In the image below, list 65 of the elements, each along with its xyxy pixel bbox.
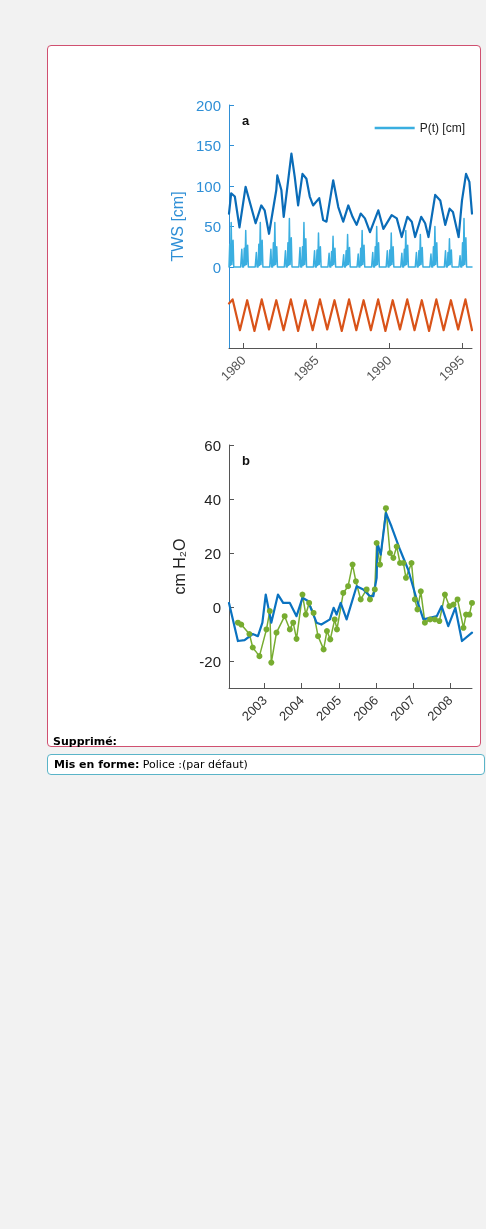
point — [246, 631, 253, 637]
point — [256, 653, 263, 660]
text: b — [242, 453, 250, 468]
y-tick-label: 40 — [204, 490, 221, 508]
point — [414, 606, 421, 613]
point — [293, 635, 300, 642]
y-tick-label: 100 — [195, 177, 221, 195]
point — [345, 583, 352, 590]
point — [382, 505, 389, 512]
point — [333, 626, 340, 633]
point — [371, 586, 378, 593]
y-tick-label: 0 — [212, 598, 221, 616]
y-axis-title: TWS [cm] — [168, 191, 186, 262]
point — [450, 601, 457, 608]
point — [460, 624, 467, 631]
point — [387, 550, 394, 556]
point — [290, 619, 297, 626]
point — [377, 561, 383, 568]
point — [302, 611, 309, 618]
y-tick-label: 20 — [204, 544, 221, 562]
point — [281, 613, 288, 620]
point — [315, 633, 322, 640]
point — [238, 621, 245, 628]
point — [263, 626, 270, 633]
point — [390, 554, 397, 561]
y-tick-label: 0 — [212, 258, 221, 276]
line-series — [227, 511, 474, 643]
y-axis-title: cm H₂O — [170, 538, 188, 595]
point — [417, 588, 424, 595]
point — [436, 618, 443, 625]
point — [310, 609, 317, 616]
point — [441, 591, 448, 598]
line-series — [228, 217, 473, 268]
y-tick-label: 50 — [204, 218, 221, 235]
y-tick-label: -20 — [199, 652, 221, 670]
point — [320, 646, 327, 653]
legend-label: P(t) [cm] — [419, 121, 465, 135]
line-series — [227, 152, 474, 239]
point — [327, 636, 334, 643]
point — [421, 619, 428, 626]
y-tick-label: 60 — [204, 436, 221, 454]
text: Supprimé: — [53, 735, 118, 748]
point — [357, 596, 364, 603]
point — [469, 599, 475, 606]
point — [411, 596, 418, 603]
text: a — [242, 113, 250, 128]
point — [299, 591, 306, 598]
point — [366, 596, 373, 603]
y-tick-label: 150 — [195, 137, 221, 154]
point — [340, 589, 347, 596]
point — [286, 626, 293, 633]
line-series — [227, 298, 474, 333]
point — [363, 586, 370, 593]
point — [352, 578, 359, 585]
point — [331, 616, 338, 623]
point — [408, 559, 415, 566]
point — [306, 599, 313, 606]
y-tick-label: 200 — [195, 96, 221, 114]
text: Mis en forme: Police :(par défaut) — [47, 754, 485, 775]
point — [402, 574, 409, 581]
point — [323, 628, 330, 635]
point — [268, 659, 275, 666]
point — [454, 596, 461, 603]
point — [266, 608, 273, 615]
point — [373, 540, 380, 547]
